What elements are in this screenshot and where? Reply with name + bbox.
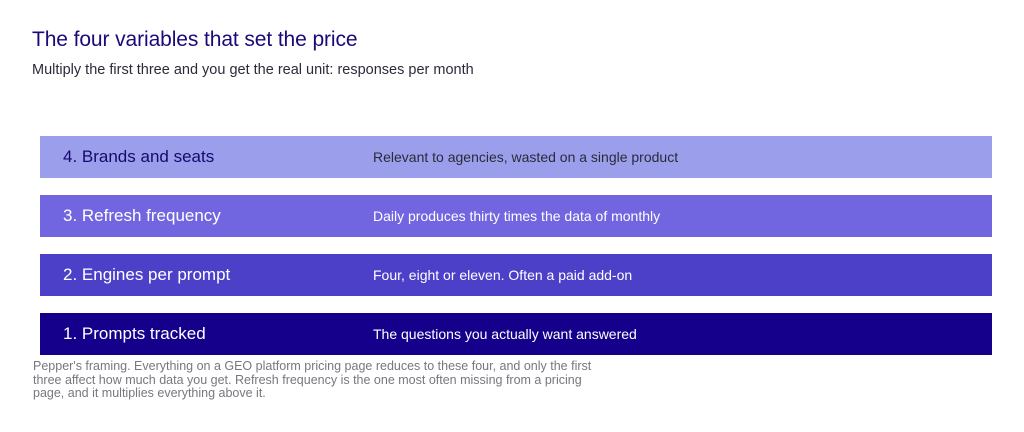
layer-label: 3. Refresh frequency (63, 206, 221, 225)
layer-label: 1. Prompts tracked (63, 324, 206, 343)
variables-stack: 4. Brands and seats Relevant to agencies… (40, 136, 992, 372)
caption: Pepper's framing. Everything on a GEO pl… (33, 359, 592, 400)
layer-description: The questions you actually want answered (373, 326, 637, 342)
layer-description: Daily produces thirty times the data of … (373, 208, 661, 224)
layer-description: Relevant to agencies, wasted on a single… (373, 149, 679, 165)
layer-prompts-tracked: 1. Prompts tracked The questions you act… (40, 313, 992, 355)
layer-brands-and-seats: 4. Brands and seats Relevant to agencies… (40, 136, 992, 178)
page-subtitle: Multiply the first three and you get the… (32, 62, 474, 78)
layer-engines-per-prompt: 2. Engines per prompt Four, eight or ele… (40, 254, 992, 296)
layer-label: 2. Engines per prompt (63, 265, 231, 284)
layer-description: Four, eight or eleven. Often a paid add-… (373, 267, 633, 283)
layer-refresh-frequency: 3. Refresh frequency Daily produces thir… (40, 195, 992, 237)
page-title: The four variables that set the price (32, 28, 358, 51)
layer-label: 4. Brands and seats (63, 147, 215, 166)
